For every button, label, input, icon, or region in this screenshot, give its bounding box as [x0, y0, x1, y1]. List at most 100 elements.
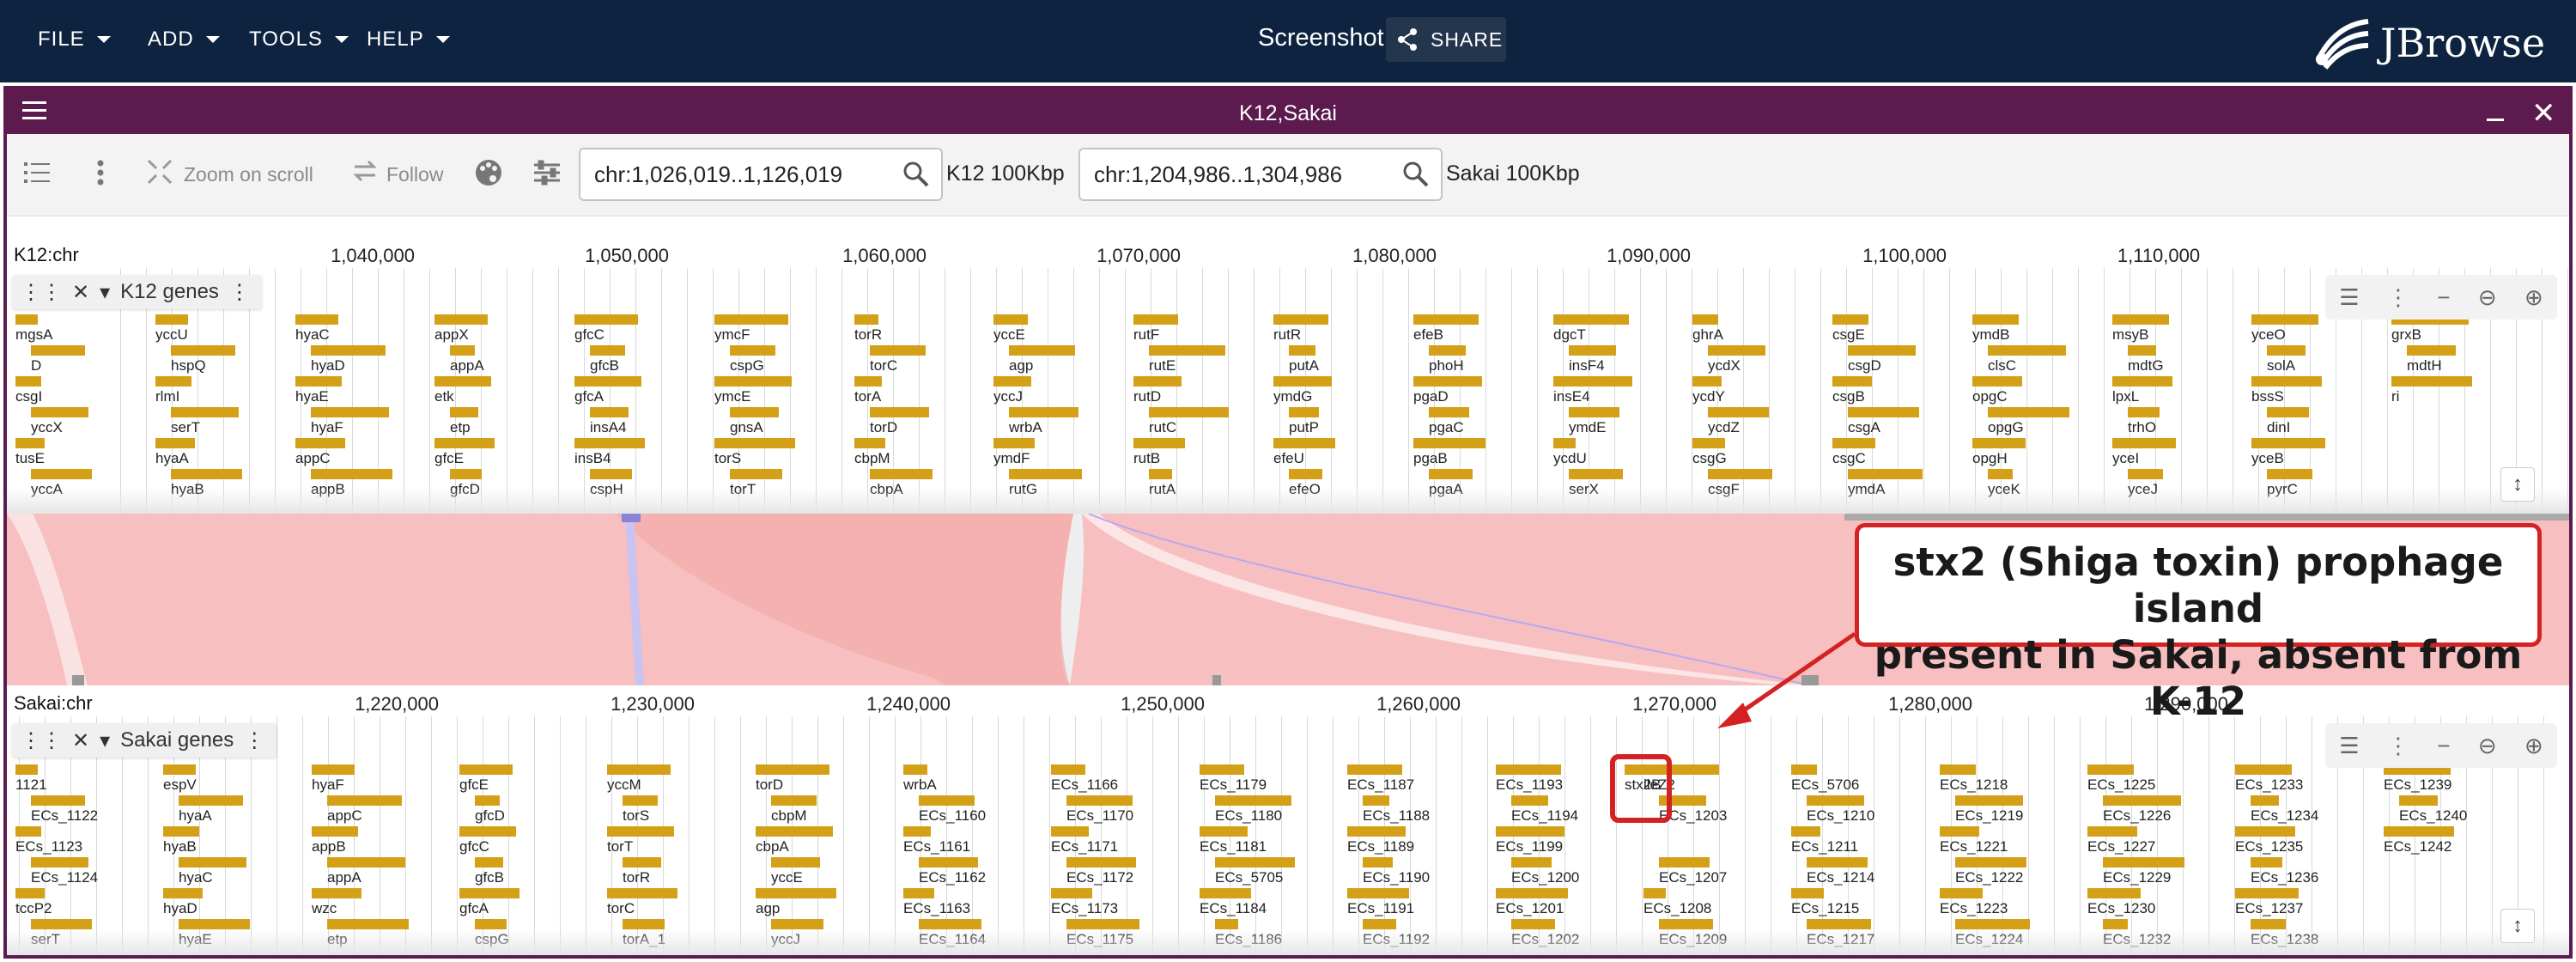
drag-handle-icon[interactable]: ⋮⋮ [21, 280, 62, 304]
gene-feature[interactable] [1940, 888, 1983, 898]
minus-icon[interactable]: − [2437, 732, 2451, 758]
gene-feature[interactable] [1988, 407, 2069, 417]
gene-feature[interactable] [459, 826, 516, 837]
gene-feature[interactable] [1133, 314, 1178, 325]
gene-feature[interactable] [311, 469, 392, 479]
gene-feature[interactable] [903, 888, 934, 898]
gene-feature[interactable] [1569, 469, 1623, 479]
gene-feature[interactable] [607, 826, 674, 837]
gene-feature[interactable] [756, 888, 836, 898]
gene-feature[interactable] [1413, 376, 1482, 387]
gene-feature[interactable] [1149, 407, 1229, 417]
zoom-on-scroll-label[interactable]: Zoom on scroll [184, 163, 313, 186]
gene-feature[interactable] [1413, 314, 1479, 325]
gene-feature[interactable] [1347, 826, 1406, 837]
gene-feature[interactable] [1848, 407, 1919, 417]
gene-feature[interactable] [1692, 438, 1725, 448]
gene-feature[interactable] [1848, 469, 1923, 479]
gene-feature[interactable] [771, 795, 817, 806]
gene-feature[interactable] [1807, 919, 1871, 929]
kebab-menu-icon[interactable]: ⋮ [2386, 283, 2409, 310]
palette-icon[interactable] [474, 158, 503, 194]
help-menu[interactable]: HELP [367, 22, 450, 57]
gene-feature[interactable] [771, 857, 820, 868]
gene-feature[interactable] [574, 376, 641, 387]
gene-feature[interactable] [1066, 795, 1133, 806]
gene-feature[interactable] [1215, 857, 1295, 868]
gene-feature[interactable] [2251, 376, 2322, 387]
gene-feature[interactable] [2251, 919, 2286, 929]
gene-feature[interactable] [1051, 826, 1089, 837]
gene-feature[interactable] [590, 407, 629, 417]
gene-feature[interactable] [312, 888, 361, 898]
gene-feature[interactable] [2407, 345, 2456, 356]
search-icon[interactable] [902, 160, 931, 189]
gene-feature[interactable] [31, 407, 88, 417]
gene-feature[interactable] [1553, 314, 1629, 325]
gene-feature[interactable] [854, 438, 885, 448]
gene-feature[interactable] [171, 469, 242, 479]
gene-feature[interactable] [295, 438, 345, 448]
zoom-in-icon[interactable]: ⊕ [2524, 283, 2543, 310]
gene-feature[interactable] [607, 764, 671, 775]
close-track-icon[interactable]: ✕ [72, 728, 90, 752]
gene-feature[interactable] [1511, 919, 1555, 929]
gene-feature[interactable] [2235, 888, 2299, 898]
gene-feature[interactable] [2251, 795, 2279, 806]
gene-feature[interactable] [1569, 407, 1619, 417]
gene-feature[interactable] [459, 888, 519, 898]
gene-feature[interactable] [1972, 438, 2026, 448]
gene-feature[interactable] [179, 857, 246, 868]
gene-feature[interactable] [870, 469, 933, 479]
gene-feature[interactable] [1940, 826, 1979, 837]
zoom-out-icon[interactable]: ⊖ [2477, 732, 2497, 758]
gene-feature[interactable] [434, 314, 488, 325]
gene-feature[interactable] [730, 407, 779, 417]
gene-feature[interactable] [2128, 407, 2160, 417]
gene-feature[interactable] [1955, 919, 2030, 929]
gene-feature[interactable] [1708, 345, 1765, 356]
gene-feature[interactable] [1149, 469, 1172, 479]
gene-feature[interactable] [2391, 376, 2472, 387]
gene-feature[interactable] [1955, 795, 2023, 806]
gene-feature[interactable] [590, 469, 632, 479]
gene-feature[interactable] [15, 438, 45, 448]
gene-feature[interactable] [1659, 857, 1710, 868]
gene-feature[interactable] [2235, 764, 2292, 775]
gene-feature[interactable] [1066, 919, 1139, 929]
gene-feature[interactable] [2399, 795, 2438, 806]
gene-feature[interactable] [155, 376, 191, 387]
gene-feature[interactable] [1413, 438, 1485, 448]
gene-feature[interactable] [1429, 407, 1469, 417]
gene-feature[interactable] [623, 795, 658, 806]
minus-icon[interactable]: − [2437, 283, 2451, 310]
collapse-track-icon[interactable]: ▾ [100, 280, 111, 304]
gene-feature[interactable] [1511, 795, 1548, 806]
minimize-icon[interactable] [2487, 119, 2504, 121]
gene-feature[interactable] [1273, 438, 1335, 448]
gene-feature[interactable] [295, 376, 342, 387]
gene-feature[interactable] [870, 407, 929, 417]
zoom-in-icon[interactable]: ⊕ [2524, 732, 2543, 758]
gene-feature[interactable] [1955, 857, 2026, 868]
gene-feature[interactable] [993, 438, 1035, 448]
gene-feature[interactable] [1149, 345, 1225, 356]
gene-feature[interactable] [327, 919, 409, 929]
search-icon[interactable] [1401, 160, 1431, 189]
gene-feature[interactable] [1289, 345, 1315, 356]
gene-feature[interactable] [1133, 376, 1182, 387]
gene-feature[interactable] [919, 919, 981, 929]
hamburger-menu-icon[interactable] [22, 101, 46, 125]
gene-feature[interactable] [919, 795, 975, 806]
gene-feature[interactable] [1273, 376, 1332, 387]
gene-feature[interactable] [714, 438, 795, 448]
gene-feature[interactable] [179, 795, 243, 806]
gene-feature[interactable] [15, 826, 41, 837]
gene-feature[interactable] [730, 469, 782, 479]
gene-feature[interactable] [434, 438, 495, 448]
drag-handle-icon[interactable]: ⋮⋮ [21, 728, 62, 752]
gene-feature[interactable] [1496, 764, 1561, 775]
gene-feature[interactable] [1988, 345, 2066, 356]
gene-feature[interactable] [623, 919, 665, 929]
kebab-menu-icon[interactable] [96, 158, 105, 194]
